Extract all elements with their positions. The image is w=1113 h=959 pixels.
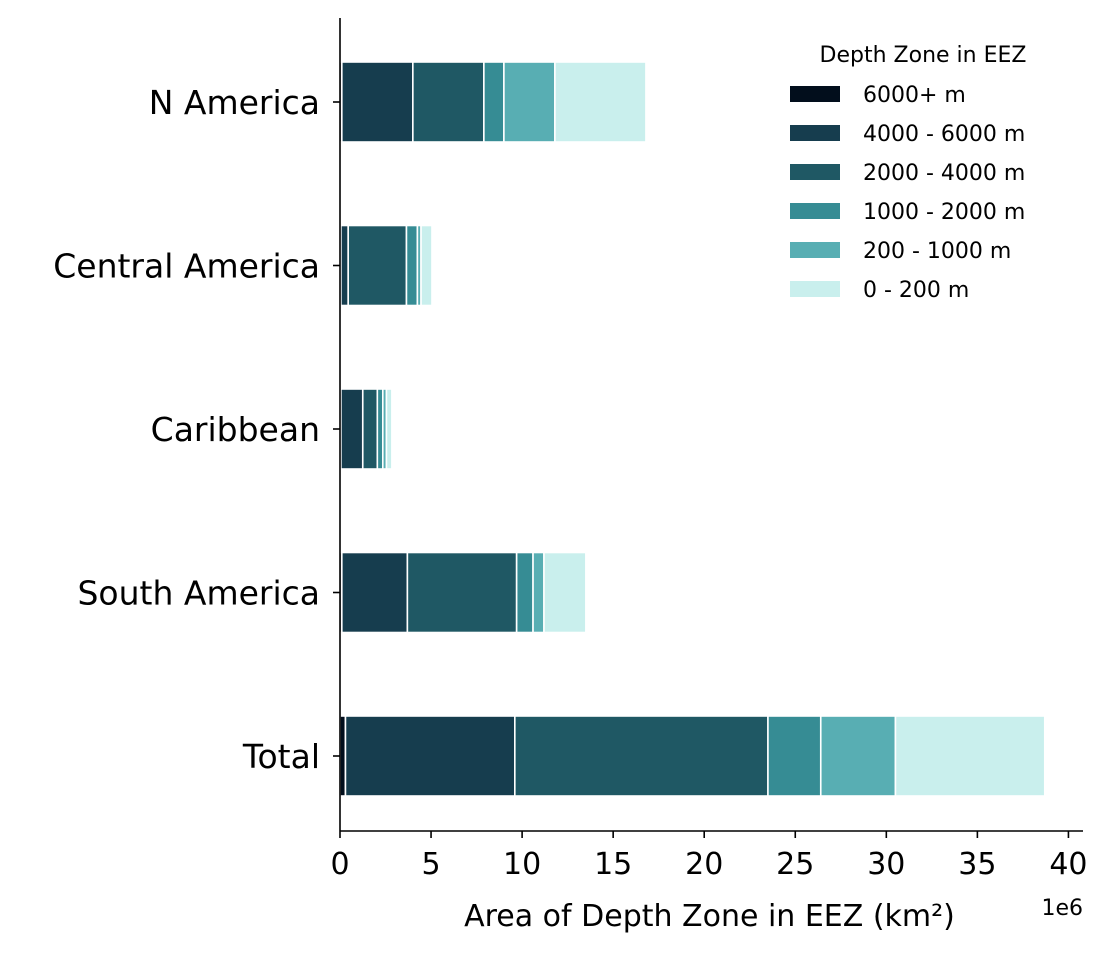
legend-swatch-4000-6000-m	[790, 125, 840, 141]
bar-caribbean-2000-4000-m	[361, 388, 379, 470]
y-tick-label-caribbean: Caribbean	[151, 410, 320, 449]
x-tick-label-0: 0	[330, 847, 349, 882]
x-tick-label-25: 25	[776, 847, 814, 882]
bar-central-america-1000-2000-m	[405, 224, 419, 307]
legend-swatch-1000-2000-m	[790, 203, 840, 219]
bar-n-america-200-1000-m	[503, 61, 556, 143]
bar-caribbean-0-200-m	[385, 388, 393, 470]
legend-label-6000-m: 6000+ m	[863, 83, 966, 108]
legend-swatch-200-1000-m	[790, 242, 840, 258]
x-tick-label-30: 30	[867, 847, 905, 882]
chart-legend: Depth Zone in EEZ 6000+ m 4000 - 6000 m 200…	[790, 43, 1026, 303]
y-tick-label-n-america: N America	[149, 83, 320, 122]
axes-layer: N America Central America Caribbean South A…	[53, 18, 1088, 934]
bar-n-america-2000-4000-m	[412, 61, 485, 143]
bar-n-america-4000-6000-m	[341, 61, 414, 143]
bar-total-2000-4000-m	[514, 715, 769, 797]
x-tick-label-15: 15	[594, 847, 632, 882]
legend-swatch-6000-m	[790, 86, 840, 102]
bar-caribbean-4000-6000-m	[340, 388, 364, 470]
legend-label-2000-4000-m: 2000 - 4000 m	[863, 161, 1025, 186]
x-tick-label-10: 10	[503, 847, 541, 882]
x-tick-label-20: 20	[685, 847, 723, 882]
legend-title: Depth Zone in EEZ	[820, 43, 1027, 68]
legend-label-0-200-m: 0 - 200 m	[863, 278, 969, 303]
legend-label-200-1000-m: 200 - 1000 m	[863, 239, 1011, 264]
bar-n-america-0-200-m	[554, 61, 647, 143]
bar-total-1000-2000-m	[767, 715, 822, 797]
y-tick-label-total: Total	[242, 737, 320, 776]
bar-central-america-2000-4000-m	[347, 224, 408, 307]
bar-total-6000-m	[339, 715, 347, 797]
bar-total-200-1000-m	[819, 715, 897, 797]
bar-south-america-0-200-m	[543, 551, 587, 634]
bar-central-america-4000-6000-m	[340, 224, 349, 307]
bar-south-america-2000-4000-m	[406, 551, 518, 634]
bar-caribbean-1000-2000-m	[376, 388, 384, 470]
legend-swatch-2000-4000-m	[790, 164, 840, 180]
bar-total-0-200-m	[894, 715, 1046, 797]
bar-total-4000-6000-m	[344, 715, 516, 797]
bar-south-america-1000-2000-m	[515, 551, 534, 634]
y-tick-label-south-america: South America	[77, 574, 320, 613]
legend-label-1000-2000-m: 1000 - 2000 m	[863, 200, 1025, 225]
x-axis-offset-label: 1e6	[1041, 896, 1083, 921]
bar-south-america-4000-6000-m	[341, 551, 409, 634]
y-tick-label-central-america: Central America	[53, 247, 320, 286]
x-tick-label-5: 5	[422, 847, 441, 882]
legend-label-4000-6000-m: 4000 - 6000 m	[863, 122, 1025, 147]
bar-south-america-200-1000-m	[532, 551, 545, 634]
bar-n-america-1000-2000-m	[483, 61, 505, 143]
x-tick-label-40: 40	[1049, 847, 1087, 882]
x-axis-label: Area of Depth Zone in EEZ (km²)	[464, 899, 955, 934]
x-tick-label-35: 35	[958, 847, 996, 882]
bars-layer	[339, 61, 1046, 797]
legend-swatch-0-200-m	[790, 281, 840, 297]
bar-central-america-0-200-m	[420, 224, 433, 307]
